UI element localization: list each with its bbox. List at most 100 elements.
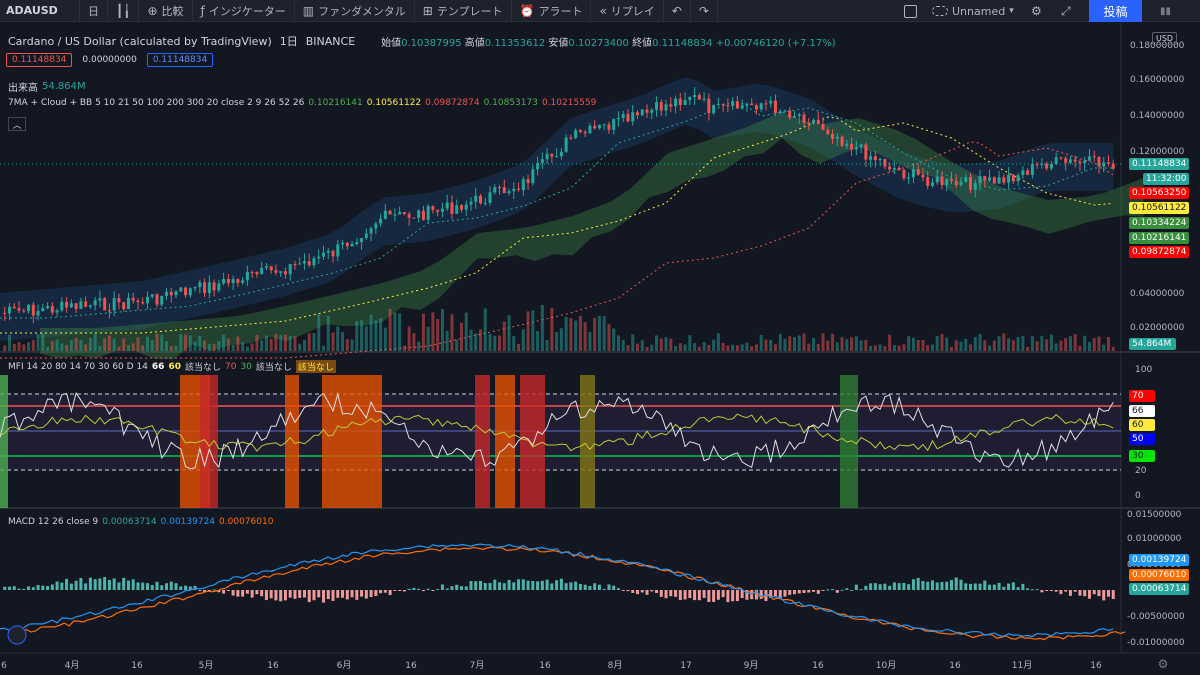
macd-histogram-bar: [816, 590, 820, 594]
volume-bar: [431, 312, 435, 351]
volume-bar: [1078, 345, 1082, 351]
candle-body: [65, 301, 69, 308]
lightning-icon: [7, 625, 27, 645]
macd-histogram-bar: [388, 590, 392, 596]
alert-button[interactable]: ⏰ アラート: [512, 0, 592, 22]
candle-body: [873, 156, 877, 161]
symbol-search[interactable]: ADAUSD: [0, 0, 80, 22]
volume-bar: [650, 344, 654, 351]
macd-histogram-bar: [683, 590, 687, 600]
candle-body: [250, 271, 254, 273]
macd-value-3: 0.00076010: [219, 517, 274, 527]
macd-histogram-bar: [1059, 590, 1063, 595]
volume-bar: [907, 336, 911, 351]
volume-bar: [31, 339, 35, 351]
candle-body: [179, 287, 183, 292]
macd-histogram-bar: [150, 585, 154, 590]
publish-button[interactable]: 投稿: [1089, 0, 1142, 22]
volume-bar: [945, 337, 949, 351]
candle-body: [1049, 163, 1053, 169]
macd-histogram-bar: [1111, 590, 1115, 600]
macd-histogram-bar: [797, 590, 801, 594]
time-axis-label: 16: [1090, 661, 1102, 671]
compare-button[interactable]: ⊕ 比較: [139, 0, 193, 22]
templates-button[interactable]: ⊞ テンプレート: [415, 0, 512, 22]
candle-body: [421, 210, 425, 220]
expand-button[interactable]: ⤢: [1061, 0, 1071, 22]
volume-bar: [835, 342, 839, 351]
candle-body: [559, 151, 563, 157]
candle-body: [1078, 161, 1082, 164]
collapse-legend-button[interactable]: ︿: [8, 117, 26, 131]
fundamentals-button[interactable]: ▥ ファンダメンタル: [295, 0, 415, 22]
macd-histogram-bar: [873, 583, 877, 590]
undo-button[interactable]: ↶: [664, 0, 691, 22]
volume-bar: [655, 335, 659, 351]
volume-bar: [459, 322, 463, 351]
macd-histogram-bar: [379, 590, 383, 594]
input-box-red[interactable]: 0.11148834: [6, 53, 73, 67]
volume-bar: [626, 345, 630, 351]
candle-body: [602, 124, 606, 126]
candle-body: [1054, 157, 1058, 164]
volume-bar: [455, 339, 459, 351]
volume-bar: [821, 333, 825, 351]
candle-body: [650, 109, 654, 113]
macd-histogram-bar: [274, 590, 278, 601]
macd-histogram-bar: [264, 590, 268, 601]
volume-bar: [1083, 335, 1087, 351]
templates-label: テンプレート: [436, 4, 503, 18]
macd-histogram-bar: [526, 580, 530, 590]
candle-body: [731, 101, 735, 106]
candle-body: [493, 187, 497, 193]
macd-histogram-bar: [821, 590, 825, 591]
candle-body: [150, 294, 154, 297]
redo-button[interactable]: ↷: [691, 0, 718, 22]
volume-bar: [911, 337, 915, 351]
chart-type-button[interactable]: ┃╽: [108, 0, 140, 22]
macd-histogram-bar: [512, 582, 516, 590]
candle-body: [973, 183, 977, 190]
candle-body: [1111, 163, 1115, 169]
time-axis-label: 16: [949, 661, 961, 671]
candle-body: [293, 264, 297, 266]
macd-histogram-bar: [788, 590, 792, 595]
settings-button[interactable]: ⚙: [1031, 0, 1042, 22]
macd-histogram-bar: [459, 586, 463, 590]
candle-body: [450, 202, 454, 214]
volume-bar: [883, 346, 887, 351]
candle-body: [455, 205, 459, 214]
chart-area[interactable]: 0.18000000 0.16000000 0.14000000 0.12000000…: [0, 23, 1200, 675]
macd-histogram-bar: [735, 590, 739, 602]
candle-body: [264, 266, 268, 268]
macd-histogram-bar: [574, 581, 578, 590]
macd-histogram-bar: [1045, 590, 1049, 591]
input-box-blue[interactable]: 0.11148834: [146, 53, 214, 67]
macd-histogram-bar: [655, 590, 659, 593]
macd-histogram-bar: [412, 587, 416, 590]
indicators-button[interactable]: ƒ インジケーター: [193, 0, 295, 22]
interval-button[interactable]: 日: [80, 0, 108, 22]
input-box-plain[interactable]: 0.00000000: [76, 53, 143, 67]
macd-histogram-bar: [1035, 589, 1039, 591]
macd-histogram-bar: [302, 590, 306, 598]
macd-value-2: 0.00139724: [160, 517, 216, 527]
candle-body: [117, 298, 121, 303]
more-button[interactable]: ▮▮: [1160, 0, 1171, 22]
macd-histogram-bar: [697, 590, 701, 601]
layout-select[interactable]: Unnamed ▾: [932, 0, 1022, 22]
macd-histogram-bar: [869, 583, 873, 590]
macd-axis-label: 0.01500000: [1127, 510, 1182, 520]
candle-body: [821, 123, 825, 130]
volume-bar: [440, 309, 444, 351]
volume-bar: [826, 340, 830, 351]
chart-exchange: BINANCE: [305, 34, 356, 48]
candle-body: [1097, 156, 1101, 167]
macd-tag-1: 0.00139724: [1129, 554, 1189, 566]
fullscreen-checkbox[interactable]: [904, 0, 917, 22]
currency-label[interactable]: USD: [1152, 32, 1178, 45]
replay-button[interactable]: «リプレイ: [591, 0, 664, 22]
candle-body: [583, 131, 587, 134]
candle-body: [949, 179, 953, 181]
chart-canvas[interactable]: 0.18000000 0.16000000 0.14000000 0.12000000…: [0, 23, 1200, 675]
